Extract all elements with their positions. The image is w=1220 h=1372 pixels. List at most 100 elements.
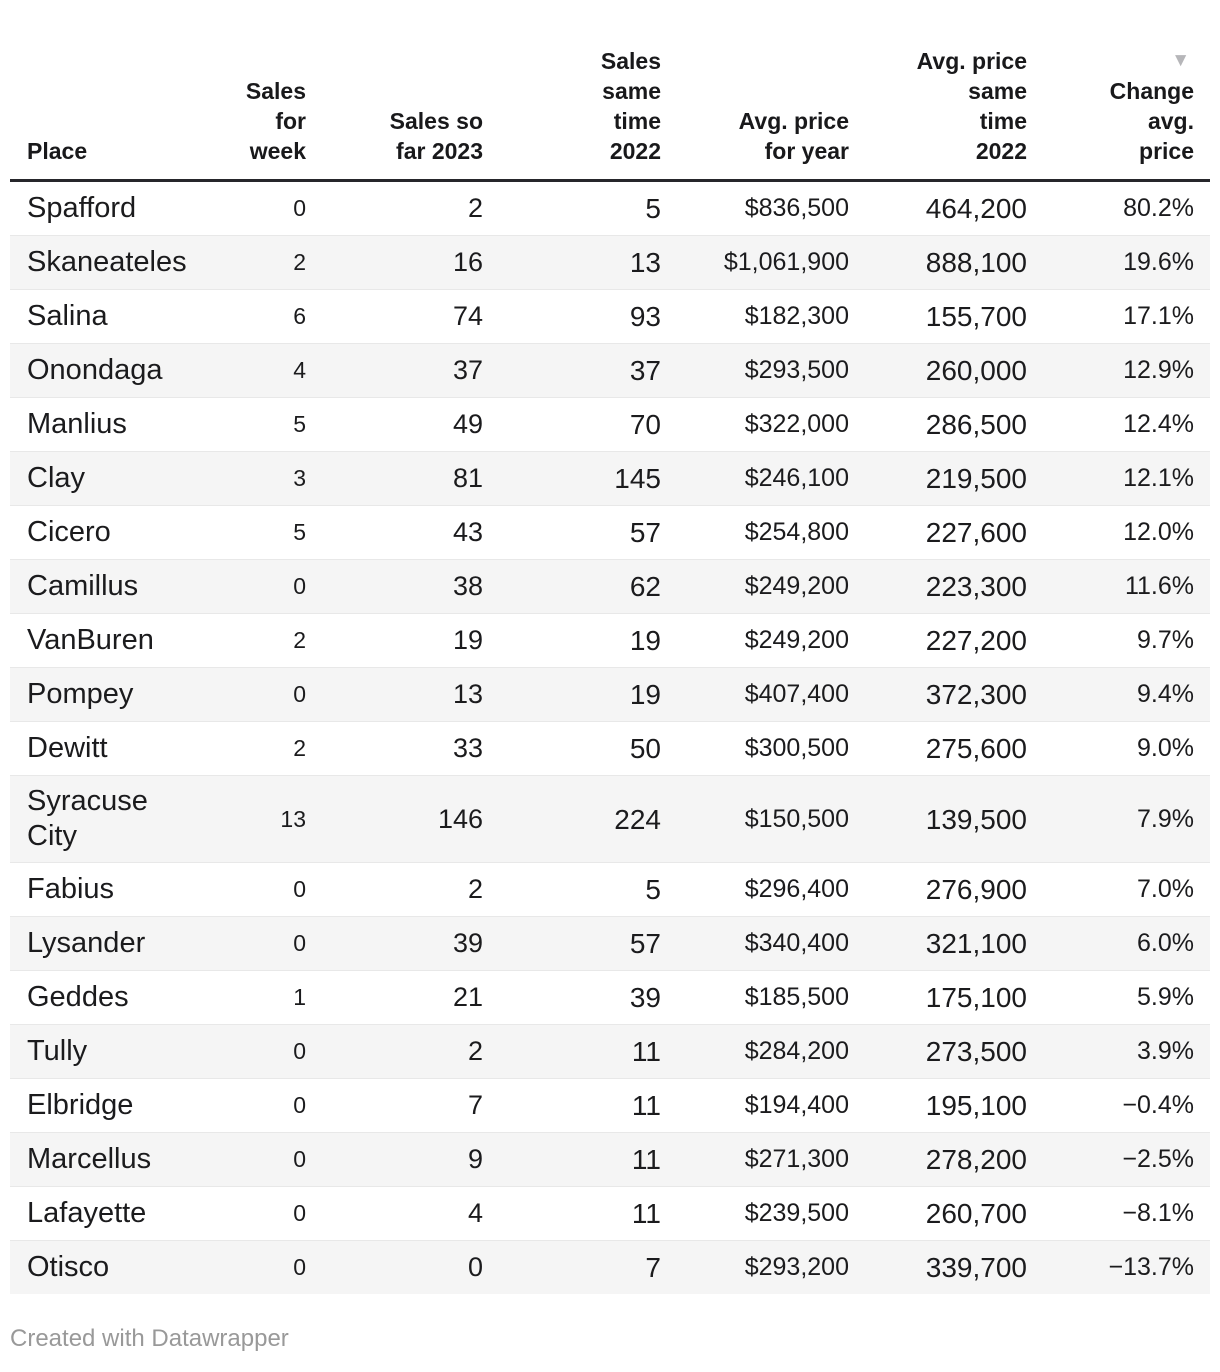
cell-avg-price-for-year: $1,061,900 <box>661 235 849 290</box>
cell-place: VanBuren <box>10 613 190 668</box>
table-row: Elbridge 0 7 11 $194,400 195,100 −0.4% <box>10 1078 1210 1133</box>
table-row: Onondaga 4 37 37 $293,500 260,000 12.9% <box>10 343 1210 398</box>
cell-avg-price-same-time-2022: 339,700 <box>849 1240 1027 1294</box>
column-header-place[interactable]: Place <box>10 0 190 182</box>
table-header: Place Sales for week Sales so far 2023 S… <box>10 0 1210 182</box>
cell-change-avg-price: 12.0% <box>1027 505 1210 560</box>
table-row: Syracuse City 13 146 224 $150,500 139,500 7.9% <box>10 775 1210 863</box>
table-body: Spafford 0 2 5 $836,500 464,200 80.2% Skaneatel… <box>10 181 1210 1294</box>
column-header-label: Avg. price same time 2022 <box>916 48 1027 164</box>
column-header-sales-for-week[interactable]: Sales for week <box>190 0 306 182</box>
cell-change-avg-price: 5.9% <box>1027 970 1210 1025</box>
column-header-avg-price-for-year[interactable]: Avg. price for year <box>661 0 849 182</box>
cell-place: Cicero <box>10 505 190 560</box>
cell-sales-for-week: 2 <box>190 721 306 776</box>
cell-sales-so-far-2023: 37 <box>306 343 483 398</box>
cell-change-avg-price: 6.0% <box>1027 916 1210 971</box>
cell-change-avg-price: 12.4% <box>1027 397 1210 452</box>
cell-change-avg-price: 12.1% <box>1027 451 1210 506</box>
column-header-label: Avg. price for year <box>738 108 849 164</box>
cell-sales-so-far-2023: 2 <box>467 193 483 223</box>
table-row: Pompey 0 13 19 $407,400 372,300 9.4% <box>10 667 1210 722</box>
cell-avg-price-same-time-2022: 321,100 <box>849 916 1027 971</box>
column-header-label: Sales same time 2022 <box>600 48 661 164</box>
cell-avg-price-for-year: $322,000 <box>661 397 849 452</box>
cell-change-avg-price: 7.0% <box>1027 862 1210 917</box>
cell-avg-price-for-year: $407,400 <box>661 667 849 722</box>
cell-avg-price-for-year: $836,500 <box>744 194 849 222</box>
sort-descending-icon[interactable]: ▼ <box>1171 50 1190 71</box>
table-row: Fabius 0 2 5 $296,400 276,900 7.0% <box>10 862 1210 917</box>
cell-avg-price-for-year: $182,300 <box>661 289 849 344</box>
cell-place: Pompey <box>10 667 190 722</box>
cell-avg-price-same-time-2022: 227,600 <box>849 505 1027 560</box>
table-row: Skaneateles 2 16 13 $1,061,900 888,100 19.6% <box>10 235 1210 290</box>
cell-avg-price-for-year: $340,400 <box>661 916 849 971</box>
cell-change-avg-price: −13.7% <box>1027 1240 1210 1294</box>
cell-avg-price-same-time-2022: 286,500 <box>849 397 1027 452</box>
cell-avg-price-same-time-2022: 888,100 <box>849 235 1027 290</box>
table-row: Geddes 1 21 39 $185,500 175,100 5.9% <box>10 970 1210 1025</box>
cell-sales-same-time-2022: 37 <box>483 343 661 398</box>
cell-avg-price-for-year: $239,500 <box>661 1186 849 1241</box>
cell-avg-price-for-year: $246,100 <box>661 451 849 506</box>
table-row: Manlius 5 49 70 $322,000 286,500 12.4% <box>10 397 1210 452</box>
table-row: Lysander 0 39 57 $340,400 321,100 6.0% <box>10 916 1210 971</box>
datawrapper-credit[interactable]: Created with Datawrapper <box>10 1325 289 1352</box>
cell-place: Salina <box>10 289 190 344</box>
cell-sales-for-week: 3 <box>190 451 306 506</box>
column-header-avg-price-same-time-2022[interactable]: Avg. price same time 2022 <box>849 0 1027 182</box>
cell-avg-price-same-time-2022: 155,700 <box>849 289 1027 344</box>
cell-avg-price-for-year: $300,500 <box>661 721 849 776</box>
cell-change-avg-price: 19.6% <box>1027 235 1210 290</box>
cell-change-avg-price: 17.1% <box>1027 289 1210 344</box>
column-header-label: Place <box>27 138 88 164</box>
cell-avg-price-same-time-2022: 260,700 <box>849 1186 1027 1241</box>
cell-avg-price-for-year: $249,200 <box>661 613 849 668</box>
cell-sales-so-far-2023: 2 <box>306 1024 483 1079</box>
column-header-change-avg-price[interactable]: ▼ Change avg. price <box>1027 0 1210 182</box>
cell-sales-for-week: 0 <box>190 667 306 722</box>
cell-place: Fabius <box>10 862 190 917</box>
sales-table: Place Sales for week Sales so far 2023 S… <box>10 0 1210 1294</box>
cell-sales-so-far-2023: 74 <box>306 289 483 344</box>
cell-sales-for-week: 0 <box>190 1078 306 1133</box>
cell-sales-for-week: 0 <box>190 1240 306 1294</box>
cell-sales-so-far-2023: 33 <box>306 721 483 776</box>
cell-place: Manlius <box>10 397 190 452</box>
cell-avg-price-same-time-2022: 275,600 <box>849 721 1027 776</box>
cell-sales-so-far-2023: 39 <box>306 916 483 971</box>
cell-sales-for-week: 0 <box>190 862 306 917</box>
cell-avg-price-same-time-2022: 219,500 <box>849 451 1027 506</box>
cell-sales-so-far-2023: 21 <box>306 970 483 1025</box>
cell-sales-for-week: 0 <box>190 1186 306 1241</box>
cell-sales-same-time-2022: 39 <box>483 970 661 1025</box>
cell-sales-so-far-2023: 13 <box>306 667 483 722</box>
column-header-sales-same-time-2022[interactable]: Sales same time 2022 <box>483 0 661 182</box>
cell-place: Onondaga <box>10 343 190 398</box>
cell-change-avg-price: 9.7% <box>1027 613 1210 668</box>
cell-change-avg-price: 3.9% <box>1027 1024 1210 1079</box>
cell-sales-same-time-2022: 224 <box>483 775 661 863</box>
cell-sales-same-time-2022: 145 <box>483 451 661 506</box>
cell-avg-price-same-time-2022: 227,200 <box>849 613 1027 668</box>
cell-sales-for-week: 0 <box>190 1024 306 1079</box>
cell-sales-same-time-2022: 70 <box>483 397 661 452</box>
table-row: Spafford 0 2 5 $836,500 464,200 80.2% <box>10 181 1210 236</box>
cell-sales-for-week: 2 <box>190 613 306 668</box>
cell-sales-for-week: 2 <box>190 235 306 290</box>
cell-sales-same-time-2022: 5 <box>645 193 661 224</box>
cell-place: Elbridge <box>10 1078 190 1133</box>
cell-sales-same-time-2022: 93 <box>483 289 661 344</box>
column-header-sales-so-far-2023[interactable]: Sales so far 2023 <box>306 0 483 182</box>
cell-avg-price-for-year: $284,200 <box>661 1024 849 1079</box>
column-header-label: Change avg. price <box>1109 78 1194 164</box>
cell-sales-same-time-2022: 50 <box>483 721 661 776</box>
cell-sales-so-far-2023: 16 <box>306 235 483 290</box>
column-header-label: Sales for week <box>245 78 306 164</box>
cell-sales-for-week: 13 <box>190 775 306 863</box>
cell-sales-so-far-2023: 49 <box>306 397 483 452</box>
cell-sales-for-week: 4 <box>190 343 306 398</box>
cell-sales-same-time-2022: 62 <box>483 559 661 614</box>
cell-avg-price-same-time-2022: 260,000 <box>849 343 1027 398</box>
